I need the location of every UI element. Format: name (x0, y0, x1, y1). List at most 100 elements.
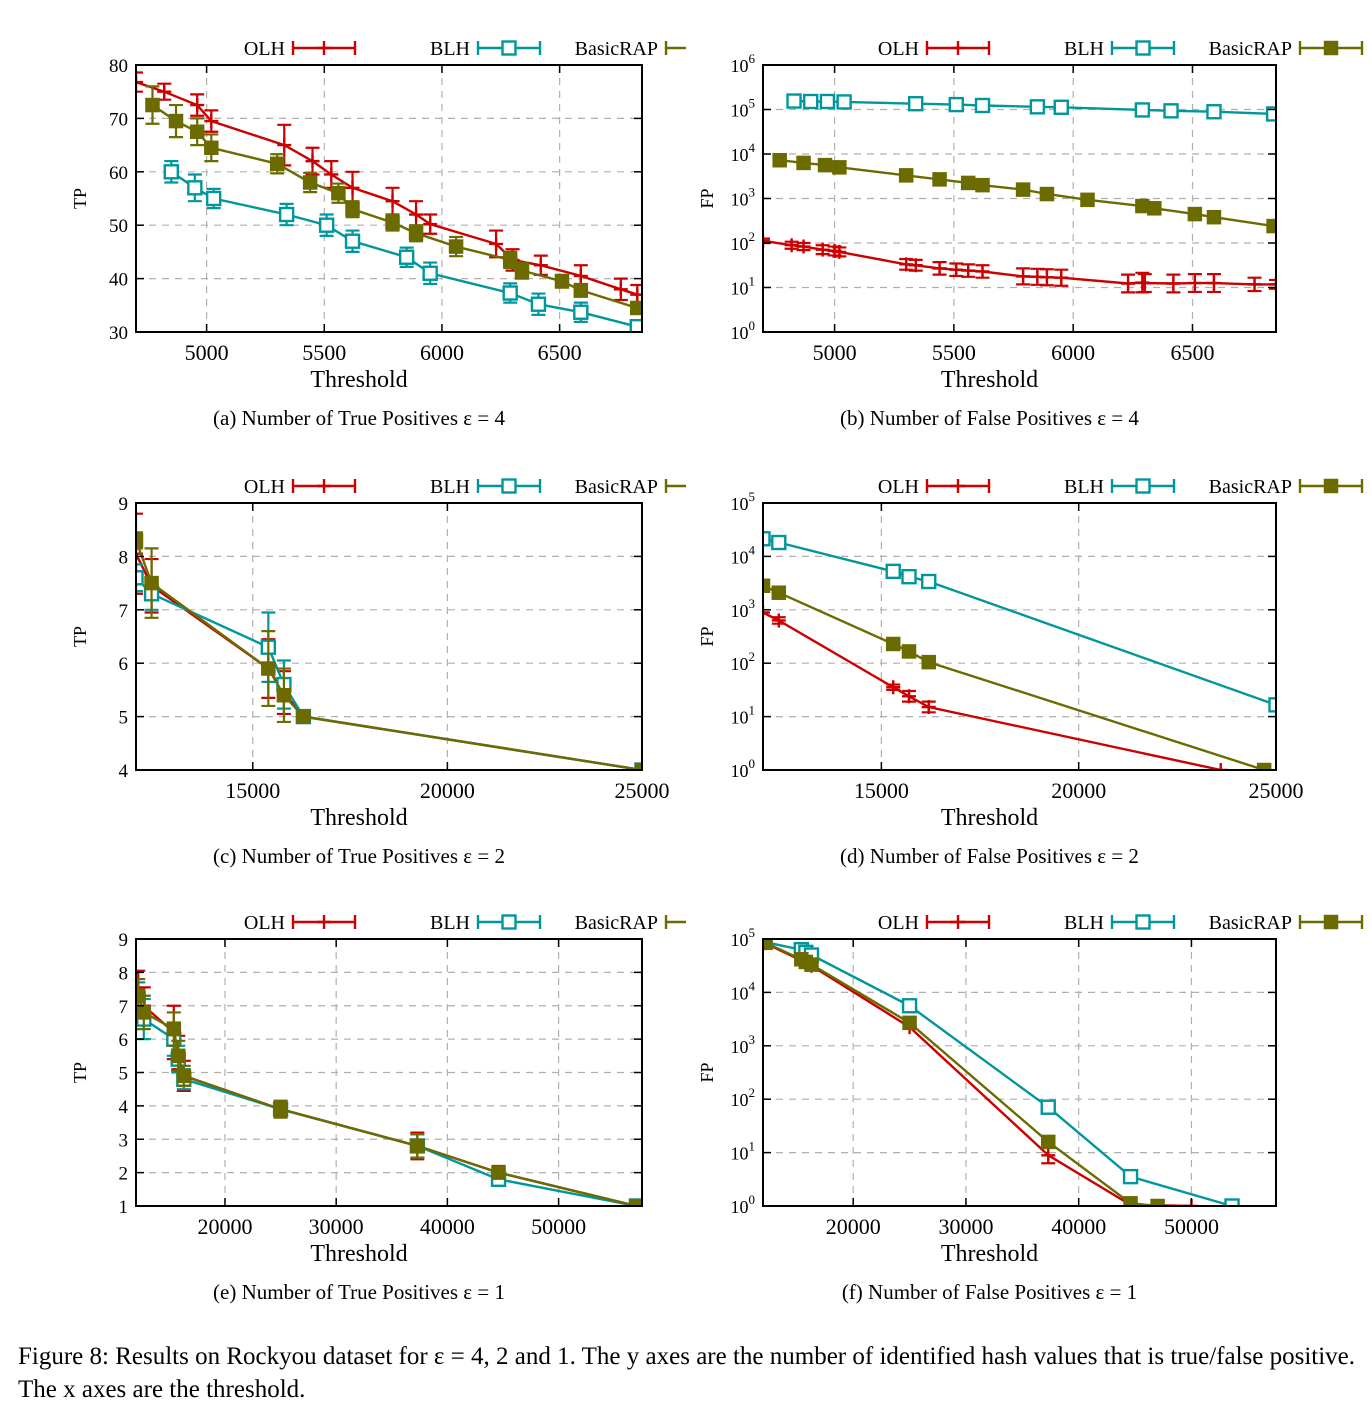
data-point (324, 167, 339, 182)
x-axis-label: Threshold (941, 367, 1038, 393)
data-point (763, 939, 773, 950)
series-blh (163, 160, 642, 332)
data-point (1054, 270, 1069, 285)
x-tick-label: 20000 (826, 1214, 881, 1239)
subfigure-caption: (c) Number of True Positives ε = 2 (213, 844, 505, 868)
data-point (171, 1048, 186, 1064)
data-point (331, 185, 346, 201)
data-point (273, 1101, 288, 1117)
data-point (1224, 1198, 1240, 1206)
series-olh (136, 969, 642, 1206)
plot-area (136, 969, 642, 1206)
x-tick-label: 5500 (302, 340, 346, 365)
data-point (1166, 276, 1181, 291)
x-tick-label: 20000 (1051, 778, 1106, 803)
data-point (1268, 697, 1276, 713)
data-point (1147, 201, 1162, 216)
data-point (1123, 1196, 1138, 1206)
data-point (1256, 762, 1272, 770)
data-point (157, 84, 172, 99)
chart-panel-f: 20000 30000 40000 50000 100 101 102 103 104 105 Th… (697, 912, 1364, 1304)
x-tick-label: 6500 (538, 340, 582, 365)
plot-area (763, 939, 1240, 1206)
x-tick-label: 6000 (1051, 340, 1095, 365)
data-point (136, 1005, 152, 1020)
data-point (832, 160, 847, 175)
data-point (951, 41, 965, 55)
error-bar (136, 512, 143, 595)
data-point (1135, 478, 1151, 494)
y-tick-label: 4 (119, 761, 129, 782)
legend-label: BLH (1064, 476, 1104, 498)
series-olh (136, 512, 642, 770)
y-tick-label: 4 (119, 1097, 129, 1118)
data-point (885, 636, 901, 652)
data-point (501, 478, 517, 494)
legend-label: BasicRAP (1209, 476, 1292, 498)
axes: 5000 5500 6000 6500 30 40 50 60 70 80 (109, 56, 642, 365)
data-point (1323, 40, 1339, 56)
data-point (951, 915, 965, 929)
plot-area (763, 531, 1276, 770)
data-point (886, 680, 901, 695)
series-line (136, 553, 642, 770)
y-tick-label: 102 (731, 1085, 756, 1110)
data-point (1134, 102, 1151, 118)
y-tick-label: 106 (731, 51, 756, 76)
data-point (189, 124, 205, 139)
data-point (205, 190, 222, 207)
x-axis-label: Threshold (310, 367, 407, 393)
error-bar (136, 563, 143, 593)
legend-line (664, 915, 686, 929)
y-tick-label: 1 (119, 1197, 129, 1218)
series-olh (763, 233, 1276, 294)
data-point (921, 654, 936, 670)
legend-label: OLH (878, 38, 919, 60)
y-tick-label: 105 (731, 96, 756, 121)
data-point (1135, 914, 1151, 930)
y-tick-label: 8 (119, 963, 129, 984)
plot-area (136, 71, 642, 332)
series-basicrap (763, 939, 1165, 1206)
data-point (204, 114, 219, 129)
legend-label: BasicRAP (575, 38, 658, 60)
x-tick-label: 25000 (615, 778, 670, 803)
data-point (960, 175, 976, 191)
series-line (136, 576, 642, 770)
x-tick-label: 40000 (420, 1214, 475, 1239)
data-point (345, 201, 360, 217)
legend: OLH BLH BasicRAP (244, 912, 686, 934)
data-point (344, 233, 361, 249)
data-point (1265, 106, 1276, 122)
legend-label: OLH (244, 912, 285, 934)
data-point (1266, 218, 1276, 234)
data-point (1213, 763, 1228, 770)
data-point (901, 998, 918, 1014)
data-point (533, 258, 548, 273)
series-olh (763, 605, 1228, 770)
y-tick-label: 6 (119, 1030, 129, 1051)
data-point (803, 93, 819, 110)
data-point (1187, 276, 1202, 291)
legend-line (664, 479, 686, 493)
data-point (949, 262, 964, 277)
data-point (278, 206, 295, 223)
data-point (921, 699, 936, 714)
x-tick-label: 50000 (1164, 1214, 1219, 1239)
data-point (804, 957, 819, 972)
legend-label: BasicRAP (1209, 38, 1292, 60)
series-line (763, 537, 1276, 707)
data-point (1041, 1148, 1056, 1163)
x-tick-label: 6000 (420, 340, 464, 365)
data-point (951, 479, 965, 493)
x-tick-label: 15000 (225, 778, 280, 803)
data-point (634, 762, 642, 770)
series-basicrap (136, 977, 642, 1206)
data-point (796, 239, 811, 254)
data-point (501, 914, 517, 930)
x-axis-label: Threshold (310, 805, 407, 831)
x-axis-label: Threshold (941, 805, 1038, 831)
x-axis-label: Threshold (941, 1241, 1038, 1267)
data-point (190, 98, 205, 113)
y-tick-label: 40 (109, 270, 128, 291)
